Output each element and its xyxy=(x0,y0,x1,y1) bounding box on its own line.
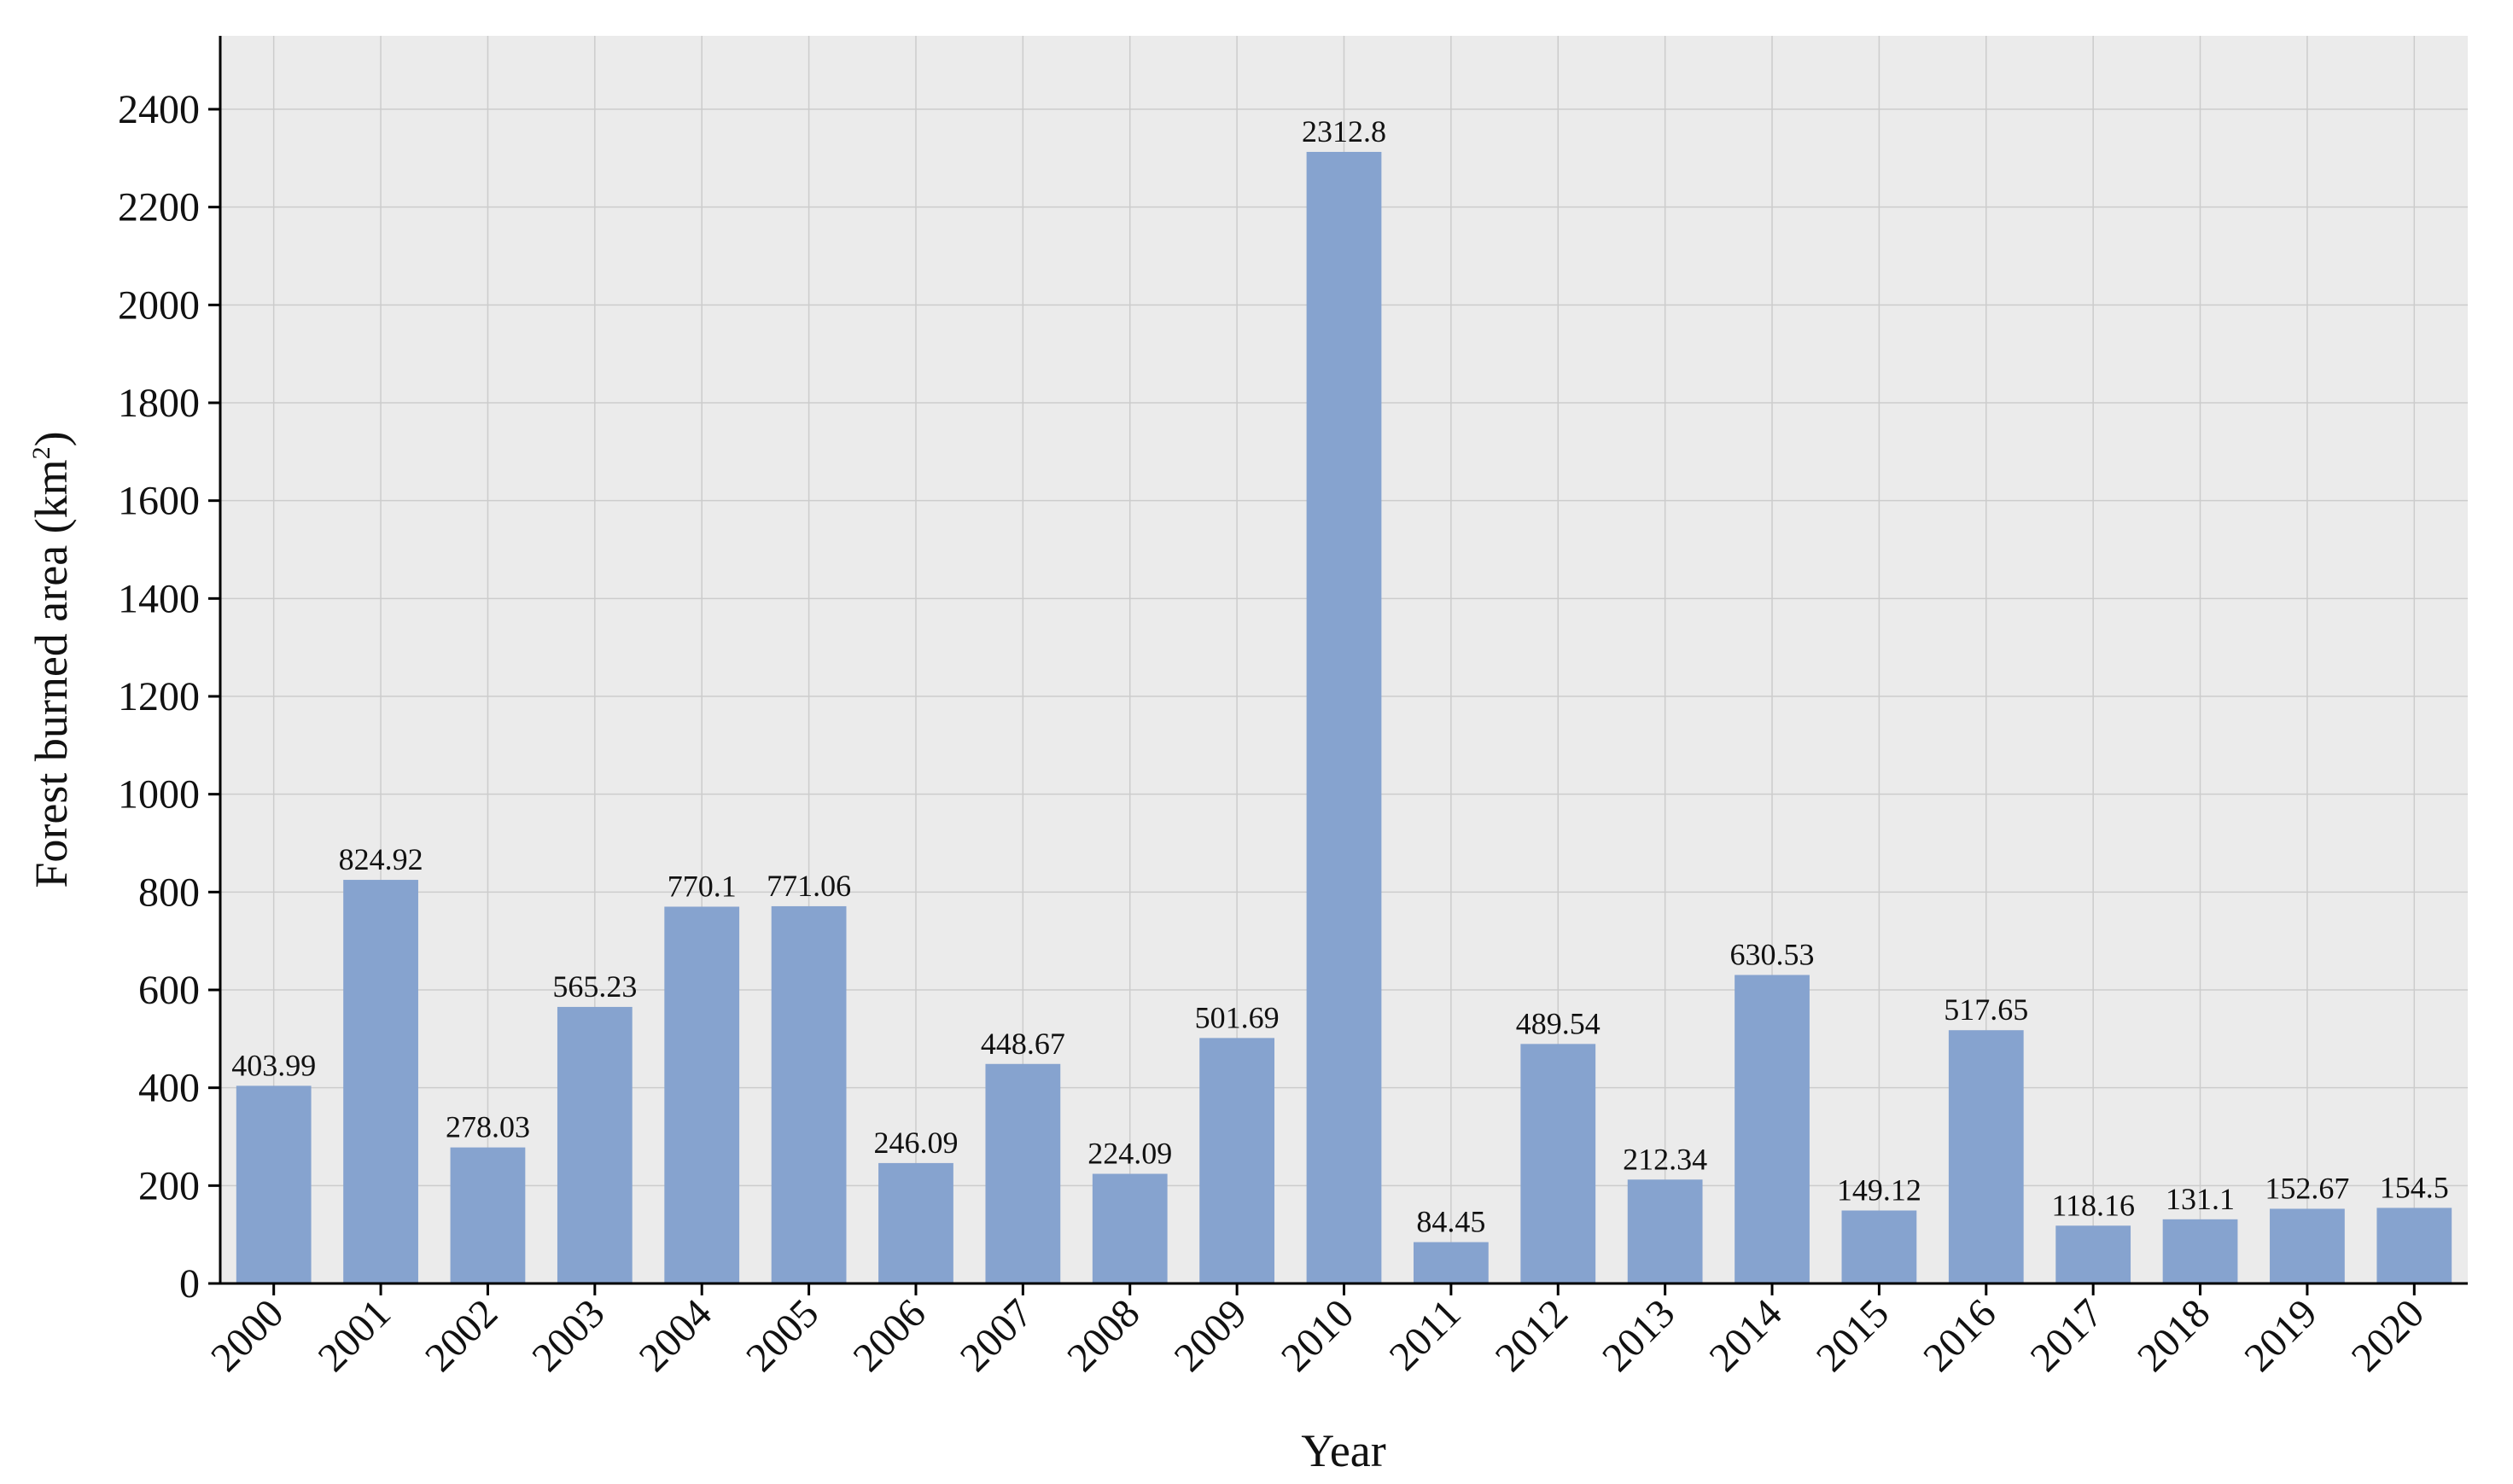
y-tick-label: 600 xyxy=(138,968,200,1013)
y-tick-label: 1600 xyxy=(118,479,200,524)
y-tick-label: 1200 xyxy=(118,674,200,719)
value-label-2004: 770.1 xyxy=(668,869,737,903)
x-tick-label-2003: 2003 xyxy=(523,1290,613,1380)
x-tick-label-2020: 2020 xyxy=(2343,1290,2433,1380)
x-tick-label-2008: 2008 xyxy=(1058,1290,1148,1380)
y-axis-title-text: Forest burned area (km xyxy=(26,459,77,887)
bar-2001 xyxy=(343,880,418,1283)
x-tick-label-2013: 2013 xyxy=(1594,1290,1683,1380)
value-label-2012: 489.54 xyxy=(1516,1006,1601,1040)
bar-2009 xyxy=(1199,1038,1275,1283)
x-tick-label-2012: 2012 xyxy=(1487,1290,1577,1380)
bar-2016 xyxy=(1948,1030,2024,1283)
y-axis-title: Forest burned area (km2) xyxy=(26,431,77,887)
bar-2005 xyxy=(771,905,847,1283)
y-tick-label: 800 xyxy=(138,870,200,915)
x-tick-label-2005: 2005 xyxy=(738,1290,827,1380)
value-label-2007: 448.67 xyxy=(981,1027,1065,1061)
x-tick-label-2014: 2014 xyxy=(1700,1290,1790,1380)
bar-2017 xyxy=(2055,1225,2131,1283)
bar-2012 xyxy=(1520,1044,1596,1283)
x-tick-label-2009: 2009 xyxy=(1166,1290,1256,1380)
bar-2008 xyxy=(1092,1173,1168,1283)
x-tick-label-2010: 2010 xyxy=(1273,1290,1362,1380)
x-tick-label-2017: 2017 xyxy=(2022,1290,2112,1380)
bar-2011 xyxy=(1413,1242,1489,1283)
bar-2019 xyxy=(2270,1208,2345,1283)
value-label-2000: 403.99 xyxy=(231,1048,316,1082)
y-tick-label: 0 xyxy=(179,1261,200,1307)
x-axis-title: Year xyxy=(1301,1425,1386,1476)
bar-2002 xyxy=(450,1147,526,1283)
value-label-2013: 212.34 xyxy=(1623,1142,1707,1176)
bar-2004 xyxy=(664,906,740,1283)
x-axis-ticks: 2000 2001 2002 2003 2004 2005 2006 2007 2008 2009… xyxy=(202,1283,2433,1381)
bar-2018 xyxy=(2162,1219,2238,1283)
value-label-2009: 501.69 xyxy=(1195,1000,1280,1034)
value-label-2018: 131.1 xyxy=(2166,1182,2235,1216)
y-tick-label: 400 xyxy=(138,1066,200,1111)
bar-2015 xyxy=(1841,1210,1917,1283)
bar-2020 xyxy=(2376,1208,2452,1283)
value-label-2001: 824.92 xyxy=(339,842,423,876)
x-tick-label-2002: 2002 xyxy=(417,1290,506,1380)
y-tick-label: 200 xyxy=(138,1163,200,1208)
bar-2007 xyxy=(985,1063,1061,1283)
value-label-2005: 771.06 xyxy=(767,869,851,903)
bar-2003 xyxy=(557,1006,633,1283)
y-tick-label: 2000 xyxy=(118,282,200,328)
x-tick-label-2001: 2001 xyxy=(309,1290,399,1380)
y-tick-label: 1000 xyxy=(118,772,200,818)
x-tick-label-2006: 2006 xyxy=(844,1290,934,1380)
x-tick-label-2007: 2007 xyxy=(952,1290,1041,1380)
x-tick-label-2015: 2015 xyxy=(1808,1290,1898,1380)
bar-2013 xyxy=(1627,1179,1703,1283)
y-tick-label: 2400 xyxy=(118,87,200,132)
value-label-2017: 118.16 xyxy=(2051,1188,2135,1222)
y-tick-label: 2200 xyxy=(118,185,200,230)
value-label-2014: 630.53 xyxy=(1730,937,1815,971)
value-label-2020: 154.5 xyxy=(2380,1170,2449,1204)
x-tick-label-2019: 2019 xyxy=(2236,1290,2325,1380)
bar-2014 xyxy=(1735,975,1810,1283)
value-label-2016: 517.65 xyxy=(1944,992,2028,1027)
bars xyxy=(236,151,2452,1284)
value-label-2003: 565.23 xyxy=(552,969,637,1004)
bar-2010 xyxy=(1306,151,1382,1284)
x-tick-label-2004: 2004 xyxy=(631,1290,720,1380)
bar-2000 xyxy=(236,1085,312,1283)
value-label-2002: 278.03 xyxy=(446,1110,530,1144)
value-label-2008: 224.09 xyxy=(1087,1137,1172,1171)
value-label-2010: 2312.8 xyxy=(1302,114,1386,148)
x-tick-label-2016: 2016 xyxy=(1915,1290,2004,1380)
y-tick-label: 1800 xyxy=(118,381,200,426)
value-label-2015: 149.12 xyxy=(1837,1173,1921,1208)
value-label-2011: 84.45 xyxy=(1416,1205,1485,1239)
value-label-2019: 152.67 xyxy=(2265,1171,2349,1205)
y-axis-title-close: ) xyxy=(26,431,77,446)
value-label-2006: 246.09 xyxy=(873,1126,958,1160)
x-tick-label-2000: 2000 xyxy=(202,1290,292,1380)
bar-2006 xyxy=(878,1162,953,1283)
y-axis-title-superscript: 2 xyxy=(27,446,55,459)
y-tick-label: 1400 xyxy=(118,576,200,621)
value-labels: 403.99 824.92 278.03 565.23 770.1 771.06 246.0… xyxy=(231,114,2449,1239)
x-tick-label-2011: 2011 xyxy=(1381,1290,1470,1379)
x-tick-label-2018: 2018 xyxy=(2129,1290,2219,1380)
y-axis-ticks: 0 200 400 600 800 1000 1200 1400 1600 1800 2000 220… xyxy=(118,87,220,1307)
